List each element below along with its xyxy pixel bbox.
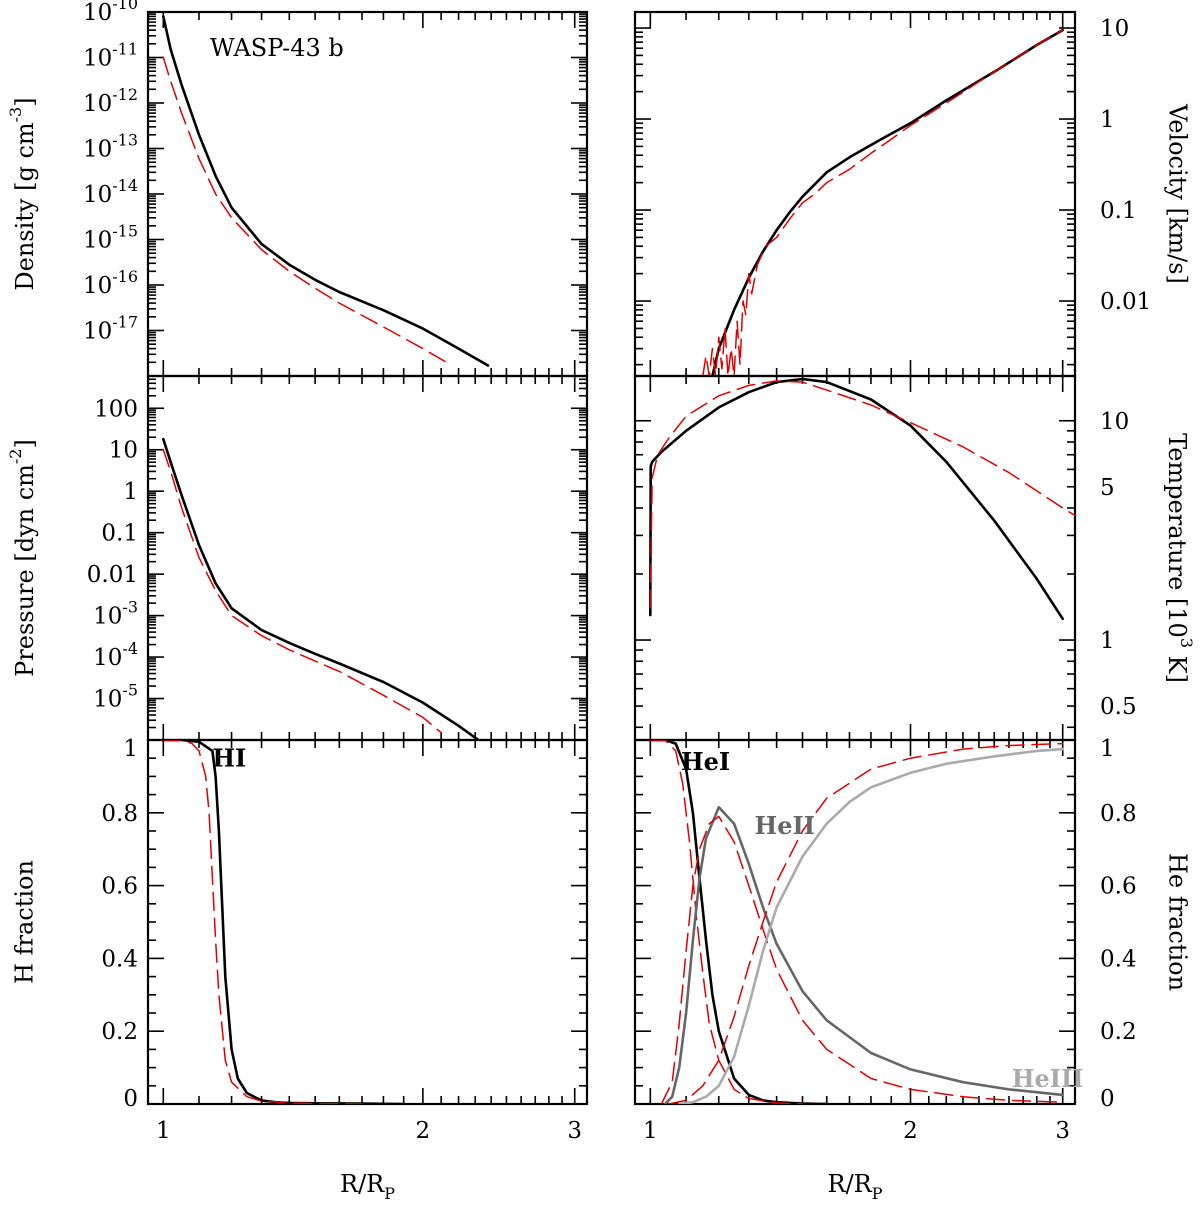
- series-line: [649, 380, 1075, 609]
- panels-layer: 10-10 10-11 10-12 10-13 10-14 10-15 10-16 10-17…: [6, 0, 1197, 1203]
- y-tick-label: 10-13: [83, 131, 138, 163]
- y-tick-label: 0.1: [101, 521, 138, 547]
- y-tick-label: 10-16: [83, 267, 138, 299]
- series-line: [711, 28, 1064, 376]
- x-axis-title: R/RP: [340, 1170, 395, 1203]
- y-tick-label: 0: [1100, 1086, 1115, 1112]
- y-tick-label: 0.6: [1100, 874, 1137, 900]
- series-line: [649, 740, 804, 1104]
- y-tick-label: 0.2: [101, 1019, 138, 1045]
- series-line: [162, 15, 490, 367]
- series-layer: [162, 15, 490, 367]
- series-layer: [648, 377, 1075, 621]
- series-line: [677, 747, 1064, 1104]
- y-tick-label: 0.01: [1100, 289, 1151, 315]
- y-axis-title: Pressure [dyn cm-2]: [6, 439, 39, 677]
- y-tick-label: 10: [1100, 409, 1129, 435]
- y-tick-label: 1: [123, 736, 138, 762]
- y-tick-label: 10-17: [83, 313, 138, 345]
- series-line: [162, 437, 480, 740]
- y-axis-title: Density [g cm-3]: [6, 97, 39, 290]
- x-tick-label: 3: [567, 1118, 582, 1144]
- plot-frame: [633, 738, 1077, 1106]
- y-axis-title: He fraction: [1164, 853, 1192, 991]
- figure-title: WASP-43 b: [210, 34, 344, 62]
- plot-frame: [633, 374, 1077, 742]
- x-tick-label: 3: [1055, 1118, 1070, 1144]
- series-line: [162, 740, 406, 1104]
- y-tick-label: 10-11: [83, 40, 138, 72]
- panel-he_fraction: 1 0.8 0.6 0.4 0.2 0 He fraction HeI HeII HeIII 1 2 3…: [633, 736, 1192, 1203]
- y-tick-label: 0.4: [1100, 946, 1137, 972]
- panel-velocity: 10 1 0.1 0.01 Velocity [km/s]: [633, 10, 1192, 378]
- series-layer: [702, 28, 1064, 376]
- series-layer: [162, 437, 480, 740]
- series-layer: [162, 740, 406, 1104]
- y-tick-label: 1: [1100, 736, 1115, 762]
- series-line: [702, 29, 1064, 376]
- y-tick-label: 10: [1100, 16, 1129, 42]
- plot-frame: [146, 10, 589, 378]
- x-tick-label: 1: [156, 1118, 171, 1144]
- y-tick-label: 0.8: [101, 801, 138, 827]
- y-tick-label: 0.6: [101, 874, 138, 900]
- y-tick-label: 10-15: [83, 222, 138, 254]
- y-tick-label: 10-10: [83, 0, 138, 26]
- x-axis-title: R/RP: [828, 1170, 883, 1203]
- y-tick-label: 0.5: [1100, 694, 1137, 720]
- y-tick-label: 10-5: [93, 681, 138, 713]
- series-line: [667, 742, 1064, 1104]
- y-tick-label: 10-4: [93, 639, 138, 671]
- y-tick-label: 10: [109, 438, 138, 464]
- series-line: [162, 56, 451, 366]
- series-annotation: HeIII: [1012, 1064, 1084, 1093]
- y-tick-label: 0.8: [1100, 801, 1137, 827]
- plot-frame: [146, 374, 589, 742]
- series-annotation: HeII: [755, 811, 815, 840]
- plot-frame: [633, 10, 1077, 378]
- y-tick-label: 10-14: [83, 176, 138, 208]
- y-axis-title: Temperature [103 K]: [1164, 433, 1197, 683]
- y-tick-label: 5: [1100, 475, 1115, 501]
- series-line: [648, 377, 1064, 621]
- panel-density: 10-10 10-11 10-12 10-13 10-14 10-15 10-16 10-17…: [6, 0, 589, 378]
- y-tick-label: 0: [123, 1086, 138, 1112]
- panel-h_fraction: 1 0.8 0.6 0.4 0.2 0 H fraction HI 1 2 3 R/RP: [11, 736, 589, 1203]
- series-line: [162, 448, 442, 734]
- x-tick-label: 1: [643, 1118, 658, 1144]
- series-layer: [648, 740, 1064, 1104]
- y-tick-label: 10-3: [93, 598, 138, 630]
- panel-temperature: 10 5 1 0.5 Temperature [103 K]: [633, 374, 1197, 742]
- x-tick-label: 2: [903, 1118, 918, 1144]
- series-annotation: HeI: [681, 747, 730, 776]
- plot-frame: [146, 738, 589, 1106]
- y-tick-label: 0.4: [101, 946, 138, 972]
- series-line: [663, 805, 1064, 1104]
- y-axis-title: Velocity [km/s]: [1164, 103, 1192, 284]
- y-tick-label: 100: [94, 396, 138, 422]
- y-tick-label: 0.1: [1100, 198, 1137, 224]
- y-tick-label: 0.01: [87, 562, 138, 588]
- y-tick-label: 1: [123, 479, 138, 505]
- series-annotation: HI: [212, 744, 246, 773]
- x-tick-label: 2: [416, 1118, 431, 1144]
- y-axis-title: H fraction: [11, 860, 39, 984]
- y-tick-label: 0.2: [1100, 1019, 1137, 1045]
- panel-pressure: 100 10 1 0.1 0.01 10-3 10-4 10-5 Pressure [dyn c…: [6, 374, 589, 742]
- y-tick-label: 10-12: [83, 85, 138, 117]
- series-line: [660, 815, 1064, 1104]
- y-tick-label: 1: [1100, 107, 1115, 133]
- y-tick-label: 1: [1100, 628, 1115, 654]
- series-line: [162, 740, 363, 1104]
